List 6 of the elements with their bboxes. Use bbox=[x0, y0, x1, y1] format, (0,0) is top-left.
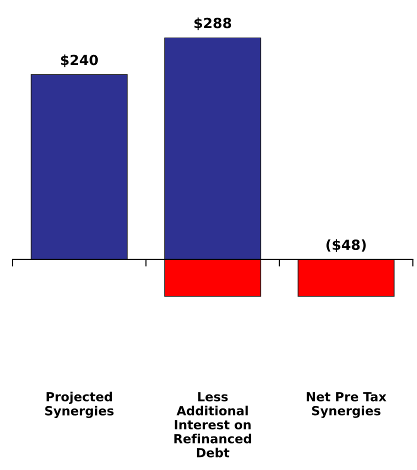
data-label: ($48) bbox=[326, 239, 366, 252]
x-tick-label: Projected Synergies bbox=[45, 392, 114, 418]
x-tick-label: Net Pre Tax Synergies bbox=[306, 392, 386, 418]
data-label: $288 bbox=[194, 18, 232, 30]
x-tick-label: Less Additional Interest on Refinanced Debt bbox=[174, 392, 252, 458]
data-label: $240 bbox=[60, 54, 98, 68]
